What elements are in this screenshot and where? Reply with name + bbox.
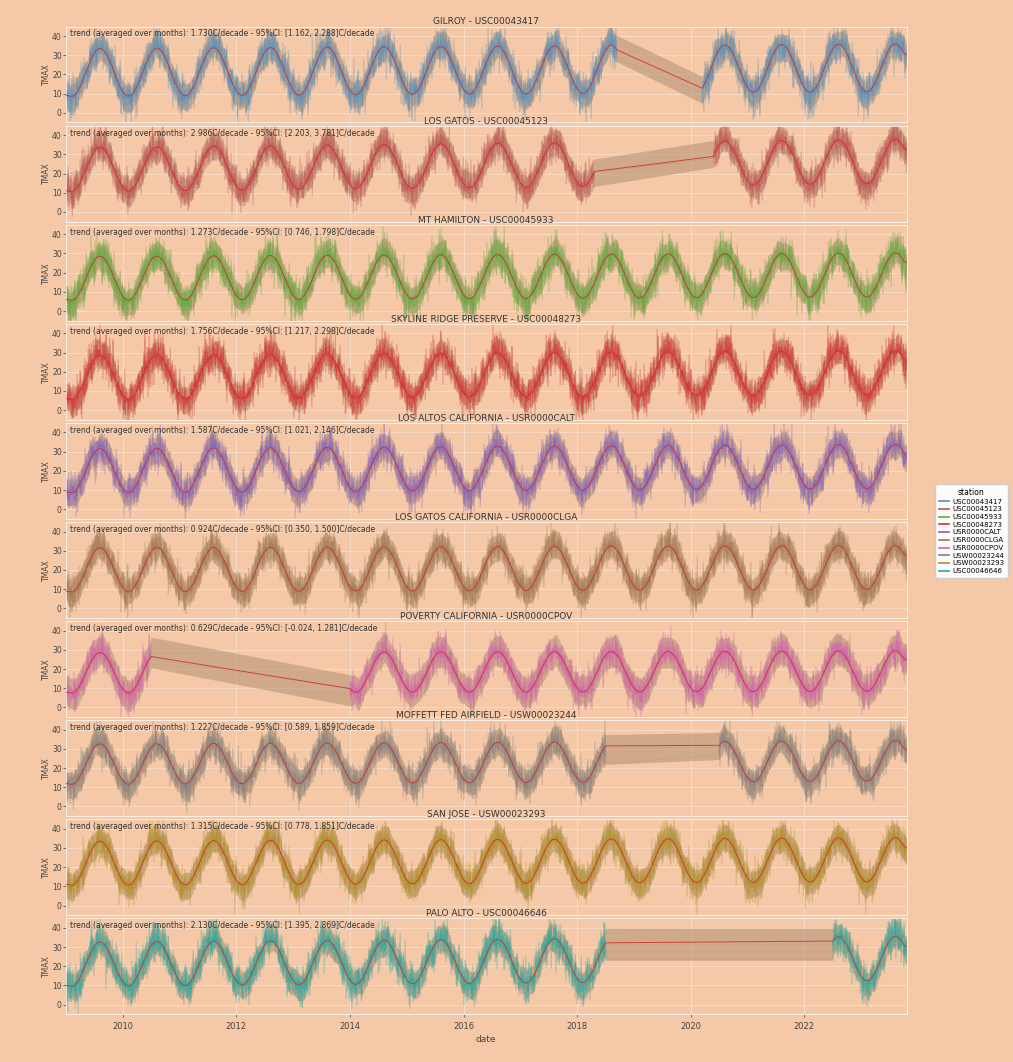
Legend: USC00043417, USC00045123, USC00045933, USC00048273, USR0000CALT, USR0000CLGA, US: USC00043417, USC00045123, USC00045933, U… (935, 484, 1008, 578)
Y-axis label: TMAX: TMAX (42, 162, 51, 185)
Title: MOFFETT FED AIRFIELD - USW00023244: MOFFETT FED AIRFIELD - USW00023244 (396, 712, 576, 720)
Title: MT HAMILTON - USC00045933: MT HAMILTON - USC00045933 (418, 216, 554, 225)
Title: GILROY - USC00043417: GILROY - USC00043417 (434, 17, 539, 27)
Title: PALO ALTO - USC00046646: PALO ALTO - USC00046646 (425, 909, 547, 919)
Y-axis label: TMAX: TMAX (42, 64, 51, 85)
Y-axis label: TMAX: TMAX (42, 262, 51, 284)
Text: trend (averaged over months): 1.273C/decade - 95%CI: [0.746, 1.798]C/decade: trend (averaged over months): 1.273C/dec… (70, 227, 375, 237)
X-axis label: date: date (476, 1035, 496, 1044)
Text: trend (averaged over months): 2.130C/decade - 95%CI: [1.395, 2.869]C/decade: trend (averaged over months): 2.130C/dec… (70, 921, 375, 930)
Y-axis label: TMAX: TMAX (42, 361, 51, 382)
Y-axis label: TMAX: TMAX (42, 460, 51, 482)
Title: SAN JOSE - USW00023293: SAN JOSE - USW00023293 (427, 810, 545, 819)
Text: trend (averaged over months): 1.730C/decade - 95%CI: [1.162, 2.288]C/decade: trend (averaged over months): 1.730C/dec… (70, 30, 375, 38)
Text: trend (averaged over months): 0.924C/decade - 95%CI: [0.350, 1.500]C/decade: trend (averaged over months): 0.924C/dec… (70, 525, 375, 534)
Text: trend (averaged over months): 1.756C/decade - 95%CI: [1.217, 2.298]C/decade: trend (averaged over months): 1.756C/dec… (70, 327, 375, 336)
Text: trend (averaged over months): 1.587C/decade - 95%CI: [1.021, 2.146]C/decade: trend (averaged over months): 1.587C/dec… (70, 426, 375, 434)
Title: POVERTY CALIFORNIA - USR0000CPOV: POVERTY CALIFORNIA - USR0000CPOV (400, 612, 572, 621)
Title: LOS GATOS CALIFORNIA - USR0000CLGA: LOS GATOS CALIFORNIA - USR0000CLGA (395, 513, 577, 521)
Text: trend (averaged over months): 1.315C/decade - 95%CI: [0.778, 1.851]C/decade: trend (averaged over months): 1.315C/dec… (70, 822, 375, 832)
Text: trend (averaged over months): 2.986C/decade - 95%CI: [2.203, 3.781]C/decade: trend (averaged over months): 2.986C/dec… (70, 129, 375, 137)
Y-axis label: TMAX: TMAX (42, 559, 51, 581)
Text: trend (averaged over months): 0.629C/decade - 95%CI: [-0.024, 1.281]C/decade: trend (averaged over months): 0.629C/dec… (70, 624, 378, 633)
Y-axis label: TMAX: TMAX (42, 956, 51, 977)
Y-axis label: TMAX: TMAX (42, 658, 51, 680)
Title: LOS ALTOS CALIFORNIA - USR0000CALT: LOS ALTOS CALIFORNIA - USR0000CALT (398, 414, 574, 423)
Title: LOS GATOS - USC00045123: LOS GATOS - USC00045123 (424, 117, 548, 125)
Title: SKYLINE RIDGE PRESERVE - USC00048273: SKYLINE RIDGE PRESERVE - USC00048273 (391, 314, 581, 324)
Y-axis label: TMAX: TMAX (42, 757, 51, 778)
Y-axis label: TMAX: TMAX (42, 856, 51, 878)
Text: trend (averaged over months): 1.227C/decade - 95%CI: [0.589, 1.859]C/decade: trend (averaged over months): 1.227C/dec… (70, 723, 375, 732)
